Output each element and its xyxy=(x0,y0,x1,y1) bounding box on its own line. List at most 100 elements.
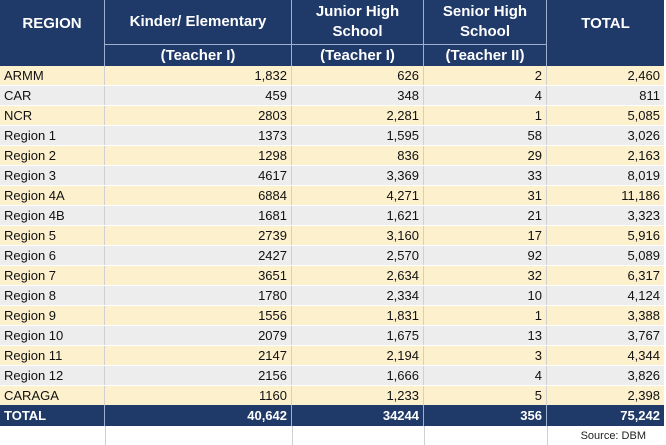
cell-jhs[interactable]: 1,666 xyxy=(292,366,424,386)
table-row[interactable]: Region 12 2156 1,666 4 3,826 xyxy=(0,366,664,386)
cell-kinder[interactable]: 1298 xyxy=(105,146,292,166)
cell-shs[interactable]: 33 xyxy=(424,166,547,186)
header-senior-high[interactable]: Senior High School (Teacher II) xyxy=(424,0,547,66)
table-row[interactable]: Region 11 2147 2,194 3 4,344 xyxy=(0,346,664,366)
cell-total[interactable]: 3,826 xyxy=(627,368,660,383)
cell-kinder[interactable]: 4617 xyxy=(105,166,292,186)
table-row[interactable]: CARAGA 1160 1,233 5 2,398 xyxy=(0,386,664,406)
cell-shs[interactable]: 21 xyxy=(424,206,547,226)
cell-kinder[interactable]: 2147 xyxy=(105,346,292,366)
cell-jhs[interactable]: 1,233 xyxy=(292,386,424,406)
cell-total[interactable]: 6,317 xyxy=(627,268,660,283)
cell-kinder[interactable]: 2156 xyxy=(105,366,292,386)
cell-kinder[interactable]: 1556 xyxy=(105,306,292,326)
cell-shs[interactable]: 13 xyxy=(424,326,547,346)
cell-region[interactable]: Region 1 xyxy=(0,126,105,146)
cell-region[interactable]: Region 4A xyxy=(0,186,105,206)
table-row[interactable]: Region 2 1298 836 29 2,163 xyxy=(0,146,664,166)
cell-region[interactable]: Region 5 xyxy=(0,226,105,246)
cell-kinder[interactable]: 1373 xyxy=(105,126,292,146)
cell-jhs[interactable]: 626 xyxy=(292,66,424,86)
cell-region[interactable]: Region 12 xyxy=(0,366,105,386)
cell-shs[interactable]: 3 xyxy=(424,346,547,366)
cell-jhs[interactable]: 3,369 xyxy=(292,166,424,186)
cell-region[interactable]: Region 4B xyxy=(0,206,105,226)
cell-total[interactable]: 3,767 xyxy=(627,328,660,343)
cell-region[interactable]: CARAGA xyxy=(0,386,105,406)
table-row[interactable]: Region 5 2739 3,160 17 5,916 xyxy=(0,226,664,246)
table-row[interactable]: Region 3 4617 3,369 33 8,019 xyxy=(0,166,664,186)
cell-region[interactable]: Region 8 xyxy=(0,286,105,306)
cell-jhs[interactable]: 2,634 xyxy=(292,266,424,286)
table-row[interactable]: Region 4A 6884 4,271 31 11,186 xyxy=(0,186,664,206)
table-row[interactable]: Region 8 1780 2,334 10 4,124 xyxy=(0,286,664,306)
cell-kinder[interactable]: 2079 xyxy=(105,326,292,346)
cell-jhs[interactable]: 1,675 xyxy=(292,326,424,346)
table-row[interactable]: Region 7 3651 2,634 32 6,317 xyxy=(0,266,664,286)
totals-row[interactable]: TOTAL 40,642 34244 356 75,242 xyxy=(0,405,664,426)
header-total[interactable]: TOTAL xyxy=(547,0,664,66)
cell-kinder[interactable]: 3651 xyxy=(105,266,292,286)
cell-region[interactable]: NCR xyxy=(0,106,105,126)
cell-total[interactable]: 2,460 xyxy=(627,68,660,83)
cell-jhs[interactable]: 2,570 xyxy=(292,246,424,266)
cell-region[interactable]: Region 7 xyxy=(0,266,105,286)
cell-kinder[interactable]: 2739 xyxy=(105,226,292,246)
cell-region[interactable]: Region 9 xyxy=(0,306,105,326)
header-junior-high[interactable]: Junior High School (Teacher I) xyxy=(292,0,424,66)
cell-shs[interactable]: 4 xyxy=(424,86,547,106)
cell-kinder[interactable]: 2427 xyxy=(105,246,292,266)
cell-total[interactable]: 4,124 xyxy=(627,288,660,303)
cell-total[interactable]: 5,916 xyxy=(627,228,660,243)
cell-region[interactable]: Region 3 xyxy=(0,166,105,186)
cell-region[interactable]: Region 2 xyxy=(0,146,105,166)
table-row[interactable]: ARMM 1,832 626 2 2,460 xyxy=(0,66,664,86)
cell-total[interactable]: 5,085 xyxy=(627,108,660,123)
cell-shs[interactable]: 92 xyxy=(424,246,547,266)
cell-kinder[interactable]: 1681 xyxy=(105,206,292,226)
cell-kinder[interactable]: 2803 xyxy=(105,106,292,126)
cell-total[interactable]: 4,344 xyxy=(627,348,660,363)
cell-jhs[interactable]: 3,160 xyxy=(292,226,424,246)
cell-total[interactable]: 3,026 xyxy=(627,128,660,143)
cell-jhs[interactable]: 1,621 xyxy=(292,206,424,226)
cell-kinder[interactable]: 459 xyxy=(105,86,292,106)
cell-jhs[interactable]: 1,595 xyxy=(292,126,424,146)
cell-shs[interactable]: 58 xyxy=(424,126,547,146)
cell-region[interactable]: ARMM xyxy=(0,66,105,86)
cell-kinder[interactable]: 6884 xyxy=(105,186,292,206)
cell-jhs[interactable]: 1,831 xyxy=(292,306,424,326)
table-row[interactable]: CAR 459 348 4 811 xyxy=(0,86,664,106)
cell-total[interactable]: 2,163 xyxy=(627,148,660,163)
cell-jhs[interactable]: 2,194 xyxy=(292,346,424,366)
table-row[interactable]: Region 10 2079 1,675 13 3,767 xyxy=(0,326,664,346)
cell-shs[interactable]: 1 xyxy=(424,306,547,326)
cell-kinder[interactable]: 1160 xyxy=(105,386,292,406)
table-row[interactable]: NCR 2803 2,281 1 5,085 xyxy=(0,106,664,126)
cell-region[interactable]: Region 11 xyxy=(0,346,105,366)
cell-total[interactable]: 3,388 xyxy=(627,308,660,323)
cell-region[interactable]: Region 10 xyxy=(0,326,105,346)
table-row[interactable]: Region 1 1373 1,595 58 3,026 xyxy=(0,126,664,146)
table-row[interactable]: Region 9 1556 1,831 1 3,388 xyxy=(0,306,664,326)
cell-shs[interactable]: 32 xyxy=(424,266,547,286)
cell-jhs[interactable]: 4,271 xyxy=(292,186,424,206)
cell-shs[interactable]: 1 xyxy=(424,106,547,126)
cell-kinder[interactable]: 1,832 xyxy=(105,66,292,86)
cell-jhs[interactable]: 836 xyxy=(292,146,424,166)
cell-total[interactable]: 811 xyxy=(639,88,660,103)
cell-total[interactable]: 2,398 xyxy=(627,388,660,403)
cell-total[interactable]: 11,186 xyxy=(621,188,660,203)
cell-jhs[interactable]: 2,334 xyxy=(292,286,424,306)
cell-shs[interactable]: 2 xyxy=(424,66,547,86)
cell-total[interactable]: 8,019 xyxy=(627,168,660,183)
cell-jhs[interactable]: 2,281 xyxy=(292,106,424,126)
cell-shs[interactable]: 4 xyxy=(424,366,547,386)
table-row[interactable]: Region 6 2427 2,570 92 5,089 xyxy=(0,246,664,266)
cell-jhs[interactable]: 348 xyxy=(292,86,424,106)
header-region[interactable]: REGION xyxy=(0,0,105,66)
cell-shs[interactable]: 31 xyxy=(424,186,547,206)
header-kinder-elementary[interactable]: Kinder/ Elementary (Teacher I) xyxy=(105,0,292,66)
cell-shs[interactable]: 17 xyxy=(424,226,547,246)
cell-total[interactable]: 3,323 xyxy=(627,208,660,223)
